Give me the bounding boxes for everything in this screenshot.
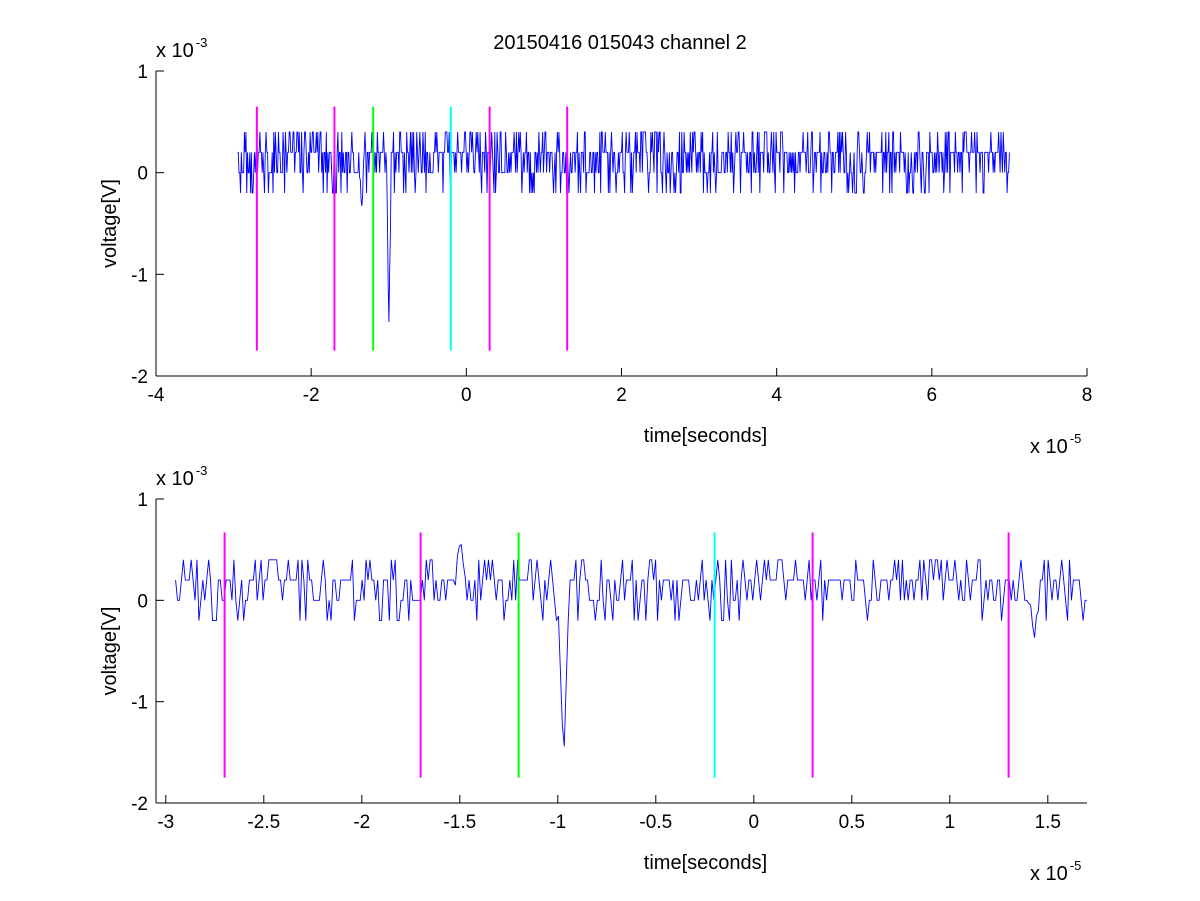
y-scale-multiplier: x 10 -3 [156, 463, 207, 490]
x-scale-multiplier: x 10 -5 [1030, 858, 1081, 885]
x-tick-label: -0.5 [639, 812, 672, 833]
x-scale-base: x 10 [1030, 863, 1068, 885]
y-scale-exponent: -3 [196, 463, 208, 478]
x-tick-label: 8 [1082, 385, 1093, 406]
x-tick-label: -1 [549, 812, 566, 833]
x-tick-label: 0.5 [839, 812, 865, 833]
x-tick-label: 4 [771, 385, 782, 406]
y-tick-label: -1 [131, 265, 148, 286]
y-scale-exponent: -3 [196, 35, 208, 50]
y-scale-base: x 10 [156, 40, 194, 62]
x-tick-label: 1 [945, 812, 956, 833]
y-scale-multiplier: x 10 -3 [156, 35, 207, 62]
x-tick-label: -2.5 [247, 812, 280, 833]
x-scale-multiplier: x 10 -5 [1030, 431, 1081, 458]
signal-trace [175, 543, 1087, 747]
x-tick-label: -4 [148, 385, 165, 406]
y-tick-label: 0 [137, 591, 148, 612]
x-scale-exponent: -5 [1070, 431, 1082, 446]
x-tick-label: 0 [461, 385, 472, 406]
x-scale-exponent: -5 [1070, 858, 1082, 873]
x-tick-label: -2 [353, 812, 370, 833]
y-tick-label: 1 [137, 62, 148, 83]
x-tick-label: 1.5 [1035, 812, 1061, 833]
signal-trace [237, 131, 1010, 323]
x-tick-label: -3 [157, 812, 174, 833]
y-tick-label: -2 [131, 794, 148, 815]
y-axis-label: voltage[V] [99, 179, 121, 268]
x-axis-label: time[seconds] [644, 425, 767, 447]
y-tick-label: 1 [137, 490, 148, 511]
y-tick-label: -2 [131, 367, 148, 388]
x-tick-label: -2 [303, 385, 320, 406]
y-scale-base: x 10 [156, 468, 194, 490]
bottom-subplot: -3 -2.5 -2 -1.5 -1 -0.5 0 0.5 1 1.5 -2 -1 0 1 time[sec… [99, 463, 1087, 885]
x-tick-label: 0 [749, 812, 760, 833]
x-tick-label: 6 [927, 385, 938, 406]
x-tick-label: -1.5 [443, 812, 476, 833]
y-axis-label: voltage[V] [99, 607, 121, 696]
y-tick-label: -1 [131, 693, 148, 714]
x-axis-label: time[seconds] [644, 852, 767, 874]
x-scale-base: x 10 [1030, 436, 1068, 458]
x-tick-label: 2 [616, 385, 627, 406]
y-tick-label: 0 [137, 164, 148, 185]
figure-title: 20150416 015043 channel 2 [493, 32, 747, 54]
top-subplot: -4 -2 0 2 4 6 8-2-101time[seconds]voltage[V]x … [99, 35, 1092, 458]
